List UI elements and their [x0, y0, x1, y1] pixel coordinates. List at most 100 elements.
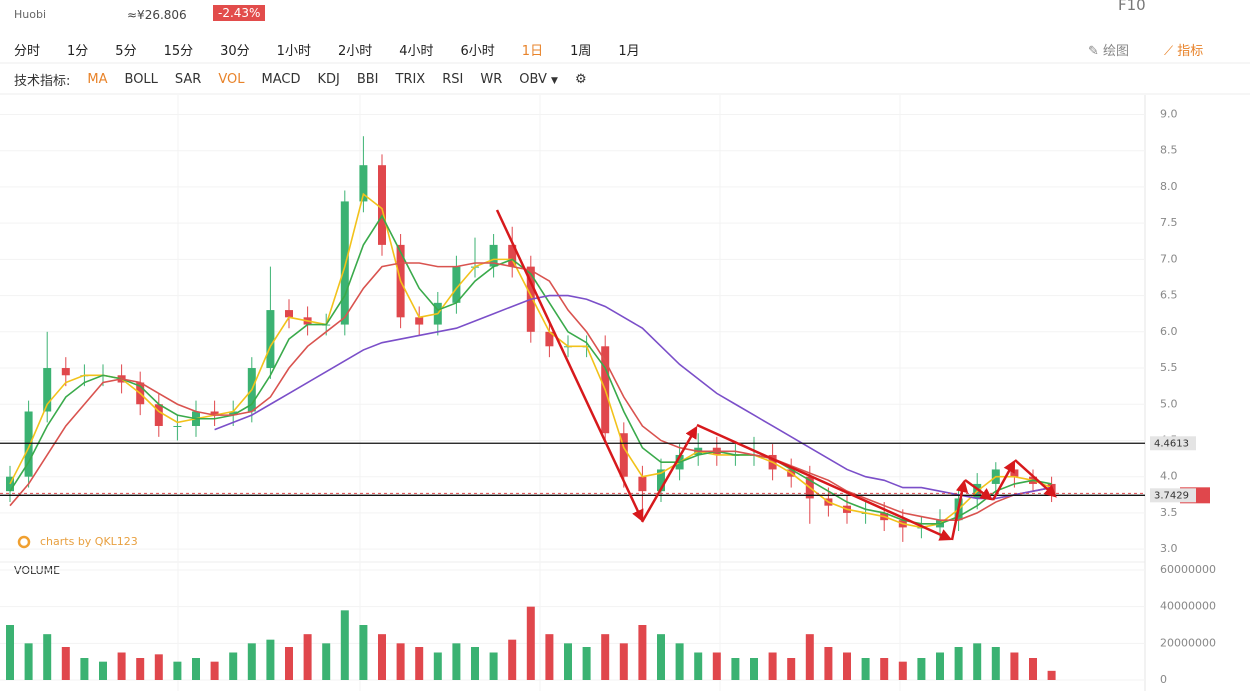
volume-bar	[173, 661, 182, 680]
interval-option[interactable]: 1周	[570, 44, 592, 59]
y-tick-label: 5.0	[1160, 397, 1178, 410]
volume-bar	[657, 634, 665, 680]
volume-bar	[99, 661, 107, 680]
volume-bar	[340, 610, 349, 680]
f10-button[interactable]: F10	[1118, 0, 1146, 14]
price-label-box	[1150, 488, 1196, 503]
volume-bar	[192, 658, 200, 680]
volume-bar	[898, 661, 907, 680]
interval-option[interactable]: 5分	[115, 44, 137, 59]
volume-bar	[787, 658, 796, 680]
indicator-option[interactable]: TRIX	[395, 72, 426, 87]
volume-bar	[843, 652, 851, 680]
candle-body	[545, 331, 554, 347]
y-tick-label: 3.0	[1160, 542, 1178, 555]
volume-bar	[266, 639, 275, 680]
indicator-option[interactable]: SAR	[174, 72, 202, 87]
candle-body	[619, 433, 628, 477]
moving-average-line	[9, 262, 1052, 521]
candle-body	[229, 411, 238, 416]
candle-body	[61, 368, 70, 376]
volume-bar	[1010, 652, 1019, 680]
candle-body	[378, 165, 386, 245]
volume-bar	[638, 625, 647, 680]
volume-bar	[750, 658, 758, 680]
volume-bar	[526, 606, 535, 680]
candle-body	[359, 165, 368, 202]
volume-bar	[731, 658, 740, 680]
y-tick-label: 7.0	[1160, 252, 1178, 265]
volume-tick-label: 20000000	[1160, 636, 1216, 649]
volume-bar	[80, 658, 89, 680]
exchange: Huobi	[14, 8, 47, 21]
dropdown-caret: ▼	[551, 76, 558, 86]
interval-option[interactable]: 6小时	[460, 44, 495, 59]
volume-bar	[601, 634, 610, 680]
candle-body	[24, 411, 33, 477]
volume-bar	[378, 634, 386, 680]
volume-bar	[322, 643, 331, 680]
indicator-option[interactable]: MACD	[261, 72, 301, 87]
volume-bar	[675, 643, 684, 680]
y-tick-label: 8.5	[1160, 144, 1178, 157]
indicator-button[interactable]: ⟋ 指标	[1164, 44, 1204, 59]
volume-bar	[582, 647, 591, 680]
candle-body	[285, 310, 293, 318]
y-tick-label: 6.5	[1160, 289, 1178, 302]
indicator-option[interactable]: RSI	[442, 72, 464, 87]
watermark-icon	[17, 535, 31, 549]
volume-bar	[136, 658, 145, 680]
indicator-heading: 技术指标:	[14, 74, 71, 89]
volume-bar	[303, 634, 312, 680]
change-badge: -2.43%	[213, 5, 266, 21]
interval-bar: 分时 1分 5分 15分 30分 1小时 2小时 4小时 6小时 1日 1周 1月	[14, 40, 640, 59]
volume-bar	[1029, 658, 1037, 680]
volume-bar	[433, 652, 442, 680]
draw-button[interactable]: ✎ 绘图	[1088, 44, 1130, 59]
volume-bar	[917, 658, 926, 680]
interval-option[interactable]: 1小时	[276, 44, 311, 59]
volume-bar	[6, 625, 14, 680]
volume-tick-label: 60000000	[1160, 563, 1216, 576]
interval-option[interactable]: 15分	[163, 44, 194, 59]
y-tick-label: 9.0	[1160, 107, 1178, 120]
interval-option[interactable]: 1日	[521, 44, 544, 59]
indicator-option[interactable]: OBV ▼	[519, 72, 558, 87]
watermark: charts by QKL123	[40, 535, 138, 548]
y-tick-label: 6.0	[1160, 325, 1178, 338]
interval-option[interactable]: 2小时	[337, 44, 373, 59]
indicator-option[interactable]: WR	[480, 72, 503, 87]
indicator-option[interactable]: VOL	[218, 72, 245, 87]
volume-bar	[154, 654, 163, 680]
moving-average-line	[9, 214, 1052, 525]
volume-bar	[43, 634, 52, 680]
indicator-option[interactable]: KDJ	[317, 72, 340, 87]
indicator-label: 指标	[1177, 44, 1204, 59]
volume-tick-label: 40000000	[1160, 600, 1216, 613]
indicator-option[interactable]: MA	[87, 72, 108, 87]
volume-bar	[1047, 670, 1056, 680]
volume-bar	[471, 647, 479, 680]
volume-bar	[210, 661, 219, 680]
interval-option[interactable]: 30分	[220, 44, 250, 59]
volume-bar	[861, 658, 870, 680]
candle-body	[489, 244, 498, 267]
indicator-option[interactable]: BBI	[356, 72, 379, 87]
interval-option[interactable]: 1分	[67, 44, 89, 59]
y-tick-label: 5.5	[1160, 361, 1178, 374]
volume-bar	[619, 643, 628, 680]
interval-option[interactable]: 分时	[14, 44, 41, 59]
moving-average-line	[9, 192, 1052, 529]
volume-tick-label: 0	[1160, 673, 1167, 686]
candle-body	[657, 469, 665, 492]
interval-option[interactable]: 4小时	[399, 44, 434, 59]
settings-icon[interactable]: ⚙	[574, 72, 587, 87]
y-tick-label: 4.0	[1160, 470, 1178, 483]
draw-label: 绘图	[1103, 44, 1130, 59]
indicator-option[interactable]: BOLL	[124, 72, 158, 87]
candle-body	[210, 411, 219, 416]
volume-bar	[973, 643, 982, 680]
interval-option[interactable]: 1月	[618, 44, 640, 59]
